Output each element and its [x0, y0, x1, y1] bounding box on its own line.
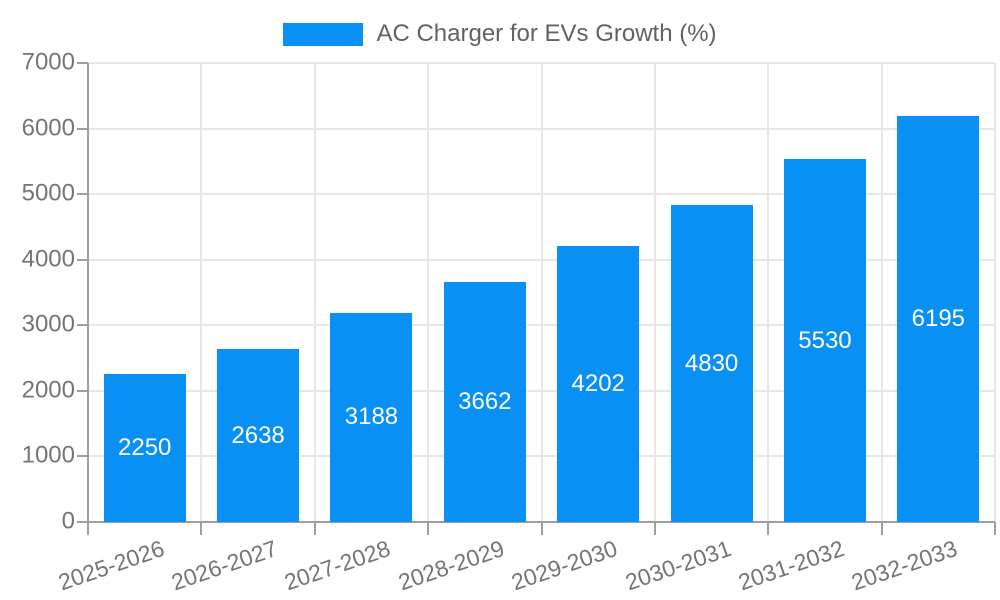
- x-tick-label: 2027-2028: [281, 535, 394, 596]
- y-tick: [77, 324, 88, 327]
- y-tick-label: 1000: [21, 441, 75, 469]
- x-tick-label: 2028-2029: [394, 535, 508, 596]
- y-tick: [77, 389, 88, 392]
- y-tick: [77, 62, 88, 64]
- legend: AC Charger for EVs Growth (%): [0, 20, 1000, 48]
- legend-swatch-icon: [283, 22, 364, 46]
- v-gridline: [427, 63, 430, 522]
- y-tick-label: 6000: [21, 114, 75, 142]
- x-tick: [994, 522, 996, 535]
- x-tick-label: 2030-2031: [621, 535, 735, 596]
- bar-value-label: 2638: [231, 421, 285, 449]
- x-tick-label: 2029-2030: [508, 535, 621, 596]
- legend-item[interactable]: AC Charger for EVs Growth (%): [283, 20, 717, 48]
- y-tick-label: 3000: [21, 310, 75, 338]
- y-tick-label: 7000: [21, 48, 75, 76]
- x-tick-label: 2032-2033: [848, 535, 961, 596]
- y-tick: [77, 521, 88, 523]
- bar-value-label: 4830: [684, 349, 739, 377]
- bar-value-label: 5530: [798, 326, 852, 354]
- x-tick-label: 2031-2032: [734, 535, 848, 596]
- bar[interactable]: [103, 374, 186, 522]
- bar-value-label: 6195: [911, 304, 966, 332]
- y-tick: [77, 258, 88, 261]
- v-gridline: [200, 63, 203, 522]
- bar[interactable]: [217, 349, 300, 522]
- y-tick: [77, 455, 88, 458]
- bar[interactable]: [330, 312, 413, 522]
- x-tick: [540, 522, 543, 535]
- x-tick: [200, 522, 203, 535]
- x-tick: [880, 522, 883, 535]
- y-tick-label: 2000: [21, 376, 75, 404]
- x-tick-label: 2025-2026: [54, 535, 168, 596]
- v-gridline: [880, 63, 883, 522]
- bar-value-label: 4202: [571, 370, 625, 398]
- plot-area: 0 1000 2000 3000 4000 5000 6000 7000 2250 2025-20…: [22, 48, 996, 595]
- x-tick: [313, 522, 316, 535]
- bar[interactable]: [557, 246, 640, 522]
- v-gridline: [653, 63, 656, 522]
- v-gridline: [313, 63, 316, 522]
- y-tick: [77, 193, 88, 196]
- v-gridline: [767, 63, 770, 522]
- bar-value-label: 2250: [117, 434, 172, 462]
- x-tick: [767, 522, 770, 535]
- x-tick: [427, 522, 430, 535]
- x-tick-label: 2026-2027: [168, 535, 281, 596]
- y-tick: [77, 127, 88, 130]
- y-tick-label: 5000: [21, 179, 75, 207]
- y-tick-label: 4000: [21, 245, 75, 273]
- bar-value-label: 3188: [344, 403, 399, 431]
- x-axis-line: [88, 521, 995, 523]
- legend-label: AC Charger for EVs Growth (%): [376, 20, 717, 47]
- x-tick: [87, 522, 89, 535]
- bar[interactable]: [783, 159, 866, 522]
- x-tick: [653, 522, 656, 535]
- v-gridline: [994, 63, 996, 522]
- bar[interactable]: [670, 205, 753, 522]
- bar[interactable]: [443, 281, 526, 522]
- bar[interactable]: [897, 115, 980, 522]
- y-tick-label: 0: [61, 507, 75, 535]
- v-gridline: [540, 63, 543, 522]
- y-axis-line: [87, 63, 89, 522]
- bar-value-label: 3662: [458, 387, 512, 415]
